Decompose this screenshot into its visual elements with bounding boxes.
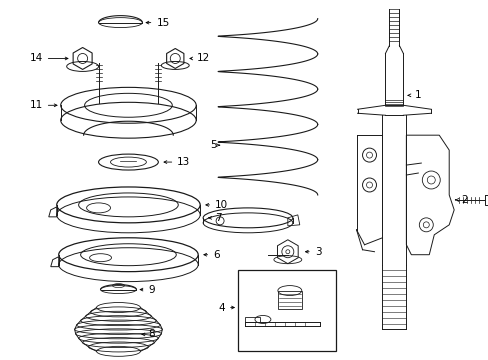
- Text: 2: 2: [454, 195, 467, 205]
- Bar: [238, 270, 335, 351]
- Bar: [277, 291, 301, 309]
- Text: 4: 4: [218, 302, 234, 312]
- Text: 13: 13: [163, 157, 190, 167]
- Text: 10: 10: [205, 200, 228, 210]
- Text: 5: 5: [210, 140, 219, 150]
- Text: 6: 6: [203, 250, 219, 260]
- Text: 7: 7: [208, 213, 221, 223]
- Text: 15: 15: [146, 18, 169, 28]
- Text: 14: 14: [29, 54, 68, 63]
- Text: 12: 12: [189, 54, 210, 63]
- Text: 11: 11: [29, 100, 57, 110]
- Text: 1: 1: [407, 90, 420, 100]
- Text: 8: 8: [142, 329, 155, 339]
- Text: 3: 3: [305, 247, 321, 257]
- Text: 9: 9: [140, 284, 155, 294]
